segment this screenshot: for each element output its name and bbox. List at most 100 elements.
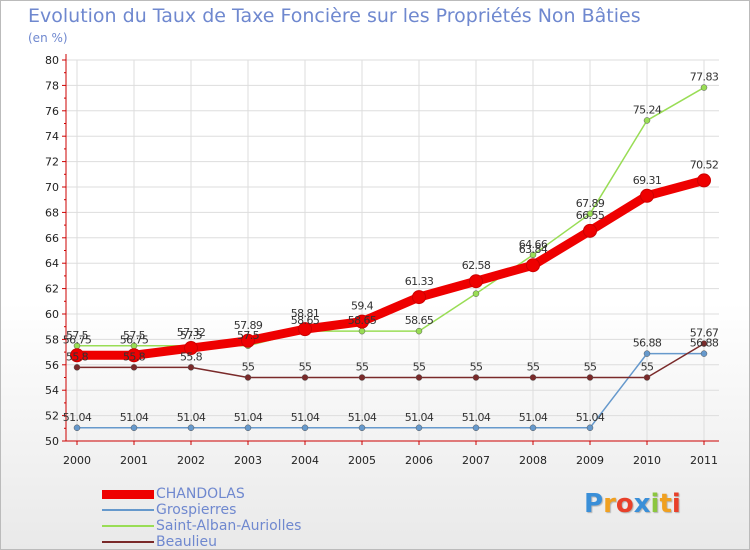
data-label: 55: [470, 361, 483, 374]
data-label: 57.32: [177, 326, 206, 339]
x-tick-label: 2005: [348, 454, 376, 467]
legend-label: Grospierres: [156, 502, 237, 518]
data-label: 55: [299, 361, 312, 374]
data-point: [700, 340, 708, 347]
legend-label: Saint-Alban-Auriolles: [156, 518, 302, 534]
y-tick-label: 68: [45, 206, 59, 219]
data-point: [529, 251, 537, 259]
data-point: [301, 424, 309, 432]
data-label: 56.75: [63, 333, 92, 346]
data-point: [415, 424, 423, 432]
y-tick-label: 60: [45, 308, 59, 321]
data-label: 55.8: [66, 350, 89, 363]
data-label: 58.65: [405, 314, 434, 327]
legend-item-chandolas: CHANDOLAS: [102, 486, 245, 502]
data-point: [472, 290, 480, 297]
y-tick-label: 56: [45, 359, 59, 372]
x-tick-label: 2009: [576, 454, 604, 467]
legend-swatch: [102, 489, 154, 499]
x-tick-label: 2011: [690, 454, 718, 467]
series-line-chandolas: [72, 175, 709, 360]
data-label: 51.04: [291, 411, 320, 424]
x-tick-label: 2003: [234, 454, 262, 467]
x-tick-label: 2010: [633, 454, 661, 467]
data-point: [586, 424, 594, 432]
data-point: [355, 314, 369, 329]
data-point: [127, 348, 141, 363]
data-label: 55: [584, 361, 597, 374]
data-point: [301, 374, 309, 381]
data-label: 51.04: [120, 411, 149, 424]
y-tick-label: 70: [45, 181, 59, 194]
data-point: [70, 348, 84, 363]
data-label: 51.04: [348, 411, 377, 424]
y-tick-label: 58: [45, 333, 59, 346]
data-point: [298, 322, 312, 337]
data-point: [643, 350, 651, 357]
data-label: 56.75: [120, 333, 149, 346]
data-label: 55: [641, 361, 654, 374]
data-label: 66.55: [576, 209, 605, 222]
data-label: 77.83: [690, 71, 719, 84]
data-label: 58.65: [348, 314, 377, 327]
y-tick-label: 74: [45, 130, 59, 143]
data-point: [526, 258, 540, 273]
axes: 50 52 54 56 58 60 62 64 66 68 70 72 74 76 78 80 2000 2001…: [45, 54, 719, 467]
data-label: 55: [413, 361, 426, 374]
series-line-grospierres: [76, 352, 705, 429]
data-label: 51.04: [177, 411, 206, 424]
legend-swatch: [102, 509, 154, 511]
data-label: 55: [356, 361, 369, 374]
data-point: [415, 327, 423, 335]
data-label: 58.65: [291, 314, 320, 327]
y-tick-label: 62: [45, 283, 59, 296]
data-label: 62.58: [462, 259, 491, 272]
data-label: 57.5: [180, 329, 203, 342]
data-label: 55: [527, 361, 540, 374]
data-point: [130, 364, 138, 371]
data-label: 69.31: [633, 174, 662, 187]
y-tick-label: 64: [45, 257, 59, 270]
data-point: [184, 341, 198, 356]
data-point: [700, 350, 708, 357]
data-point: [643, 374, 651, 381]
data-point: [472, 424, 480, 432]
y-tick-label: 76: [45, 105, 59, 118]
data-point: [130, 424, 138, 432]
data-label: 51.04: [234, 411, 263, 424]
data-label: 51.04: [405, 411, 434, 424]
y-tick-label: 50: [45, 435, 59, 448]
data-label: 75.24: [633, 103, 662, 116]
data-point: [241, 333, 255, 348]
data-label: 57.89: [234, 319, 263, 332]
data-label: 56.88: [690, 337, 719, 350]
x-tick-label: 2000: [63, 454, 91, 467]
data-point: [529, 424, 537, 432]
data-label: 64.66: [519, 238, 548, 251]
data-label: 70.52: [690, 158, 719, 171]
data-point: [586, 210, 594, 218]
data-point: [358, 424, 366, 432]
data-point: [358, 374, 366, 381]
x-tick-label: 2001: [120, 454, 148, 467]
data-label: 51.04: [519, 411, 548, 424]
data-point: [469, 274, 483, 289]
legend-item-grospierres: Grospierres: [102, 502, 236, 518]
y-tick-label: 78: [45, 79, 59, 92]
x-tick-label: 2007: [462, 454, 490, 467]
data-point: [415, 374, 423, 381]
data-point: [700, 84, 708, 91]
data-label: 59.4: [351, 300, 374, 313]
data-point: [412, 290, 426, 305]
data-point: [472, 374, 480, 381]
data-label: 57.5: [123, 329, 146, 342]
legend-item-saint-alban-auriolles: Saint-Alban-Auriolles: [102, 518, 301, 534]
series: [70, 84, 711, 432]
data-point: [73, 364, 81, 371]
chart-title: Evolution du Taux de Taxe Foncière sur l…: [28, 5, 641, 27]
data-label: 67.89: [576, 197, 605, 210]
x-tick-label: 2008: [519, 454, 547, 467]
x-tick-label: 2004: [291, 454, 319, 467]
data-label: 51.04: [462, 411, 491, 424]
data-label: 51.04: [576, 411, 605, 424]
